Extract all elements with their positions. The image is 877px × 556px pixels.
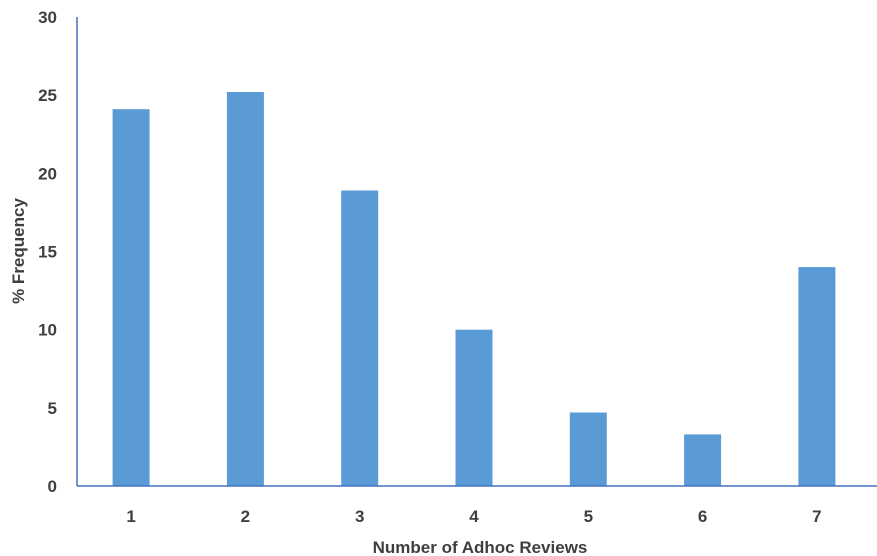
x-tick-label: 6	[698, 507, 707, 526]
x-axis-title: Number of Adhoc Reviews	[373, 538, 588, 556]
bar-2	[226, 92, 264, 486]
y-axis-title: % Frequency	[9, 198, 28, 304]
y-tick-labels: 0 5 10 15 20 25 30	[38, 8, 57, 496]
y-tick-label: 30	[38, 8, 57, 27]
y-tick-label: 5	[48, 399, 57, 418]
y-tick-label: 0	[48, 477, 57, 496]
x-tick-label: 7	[812, 507, 821, 526]
x-tick-label: 2	[241, 507, 250, 526]
y-tick-label: 25	[38, 86, 57, 105]
bar-1	[112, 109, 150, 486]
bar-6	[684, 434, 722, 486]
x-tick-label: 3	[355, 507, 364, 526]
bar-7	[798, 267, 836, 486]
y-tick-label: 15	[38, 243, 57, 262]
bar-4	[455, 329, 493, 486]
x-tick-label: 1	[126, 507, 135, 526]
bars-group	[112, 92, 836, 486]
y-tick-label: 20	[38, 164, 57, 183]
x-tick-labels: 1 2 3 4 5 6 7	[126, 507, 821, 526]
y-tick-label: 10	[38, 321, 57, 340]
bar-5	[569, 412, 607, 486]
x-tick-label: 5	[584, 507, 593, 526]
bar-3	[341, 190, 379, 486]
x-tick-label: 4	[469, 507, 479, 526]
